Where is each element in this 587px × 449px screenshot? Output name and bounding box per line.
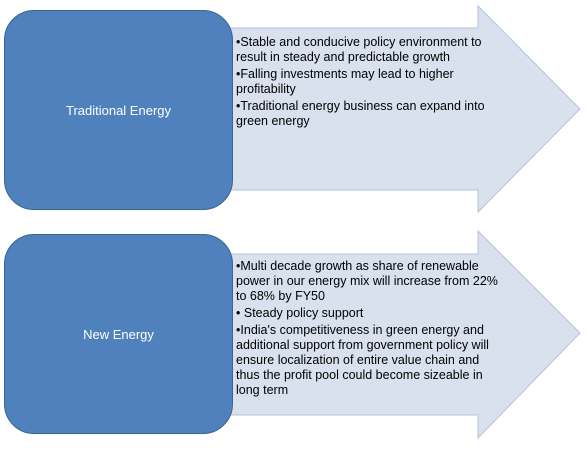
- bullet-item: •Multi decade growth as share of renewab…: [236, 259, 498, 303]
- bullet-item: •Traditional energy business can expand …: [236, 99, 485, 128]
- arrow-shape: [214, 4, 581, 214]
- row-traditional-energy: Traditional Energy •Stable and conducive…: [0, 0, 587, 220]
- traditional-energy-title: Traditional Energy: [65, 102, 171, 118]
- traditional-energy-bullets: •Stable and conducive policy environment…: [236, 35, 498, 131]
- new-energy-box: New Energy: [4, 234, 233, 434]
- bullet-item: • Steady policy support: [236, 306, 364, 320]
- bullet-item: •Stable and conducive policy environment…: [236, 35, 482, 64]
- bullet-item: •Falling investments may lead to higher …: [236, 67, 454, 96]
- arrow-shape: [214, 229, 581, 440]
- row-new-energy: New Energy •Multi decade growth as share…: [0, 228, 587, 449]
- traditional-energy-box: Traditional Energy: [4, 10, 233, 210]
- bullet-item: •India's competitiveness in green energy…: [236, 323, 489, 397]
- new-energy-title: New Energy: [83, 326, 154, 342]
- new-energy-bullets: •Multi decade growth as share of renewab…: [236, 259, 498, 400]
